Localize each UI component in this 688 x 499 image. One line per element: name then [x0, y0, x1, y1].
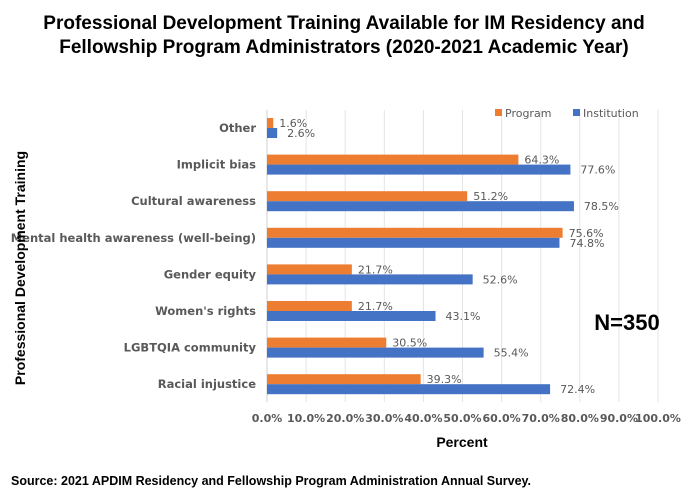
x-tick-label: 80.0% — [561, 412, 599, 425]
x-tick-label: 20.0% — [326, 412, 364, 425]
category-label: Other — [219, 121, 256, 135]
legend-label-program: Program — [505, 107, 551, 120]
bar-institution — [267, 164, 571, 175]
bar-program — [267, 337, 387, 348]
sample-size-annotation: N=350 — [594, 310, 659, 335]
x-tick-label: 10.0% — [287, 412, 325, 425]
category-label: LGBTQIA community — [124, 341, 257, 355]
bar-institution — [267, 128, 278, 138]
bar-program — [267, 301, 352, 311]
value-label-institution: 55.4% — [494, 347, 529, 360]
x-tick-label: 40.0% — [404, 412, 442, 425]
legend-label-institution: Institution — [583, 107, 639, 120]
legend: Program Institution — [495, 107, 639, 120]
category-label: Mental health awareness (well-being) — [11, 231, 256, 245]
value-label-institution: 74.8% — [569, 237, 604, 250]
bar-program — [267, 264, 352, 275]
bar-program — [267, 227, 563, 238]
chart-title: Professional Development Training Availa… — [0, 12, 688, 60]
value-label-institution: 78.5% — [584, 200, 619, 213]
value-label-program: 75.6% — [569, 227, 604, 240]
bar-program — [267, 374, 421, 385]
category-label: Cultural awareness — [131, 194, 256, 208]
gridlines — [266, 110, 659, 402]
value-labels: 1.6%2.6% 64.3% 77.6% 51.2% 78.5% 75.6%74.8% 21… — [279, 117, 619, 396]
legend-swatch-program — [495, 109, 502, 116]
bar-institution — [267, 311, 436, 321]
x-tick-label: 70.0% — [522, 412, 560, 425]
x-tick-label: 50.0% — [443, 412, 481, 425]
chart-title-line-1: Professional Development Training Availa… — [43, 13, 645, 34]
category-label: Gender equity — [164, 267, 257, 281]
category-label: Implicit bias — [177, 158, 257, 172]
x-tick-label: 100.0% — [635, 412, 681, 425]
bar-institution — [267, 237, 560, 248]
bar-program — [267, 154, 519, 165]
value-label-institution: 43.1% — [446, 310, 481, 323]
source-note: Source: 2021 APDIM Residency and Fellows… — [11, 474, 532, 488]
chart-title-line-2: Fellowship Program Administrators (2020-… — [59, 37, 629, 58]
bar-institution — [267, 384, 551, 395]
value-label-institution: 2.6% — [287, 127, 315, 140]
value-label-institution: 77.6% — [580, 164, 615, 177]
category-label: Racial injustice — [158, 377, 256, 391]
bars — [267, 118, 574, 395]
value-label-institution: 52.6% — [483, 273, 518, 286]
bar-program — [267, 118, 274, 128]
value-label-program: 39.3% — [427, 373, 462, 386]
bar-program — [267, 191, 468, 202]
x-tick-label: 90.0% — [600, 412, 638, 425]
value-label-program: 1.6% — [279, 117, 307, 130]
bar-institution — [267, 201, 574, 212]
value-label-program: 64.3% — [524, 154, 559, 167]
value-label-program: 51.2% — [473, 190, 508, 203]
x-tick-label: 0.0% — [252, 412, 283, 425]
category-labels: Other Implicit bias Cultural awareness Ment… — [11, 121, 257, 391]
value-label-program: 21.7% — [358, 300, 393, 313]
x-axis-title: Percent — [436, 434, 488, 450]
value-label-institution: 72.4% — [560, 383, 595, 396]
bar-institution — [267, 347, 484, 358]
x-tick-label: 60.0% — [483, 412, 521, 425]
value-label-program: 21.7% — [358, 263, 393, 276]
x-tick-label: 30.0% — [365, 412, 403, 425]
x-tick-labels: 0.0% 10.0% 20.0% 30.0% 40.0% 50.0% 60.0% 70.0% 8… — [252, 412, 681, 425]
category-label: Women's rights — [155, 304, 256, 318]
y-axis-title: Professional Development Training — [12, 151, 28, 385]
value-label-program: 30.5% — [392, 337, 427, 350]
legend-swatch-institution — [573, 109, 580, 116]
bar-institution — [267, 274, 473, 285]
